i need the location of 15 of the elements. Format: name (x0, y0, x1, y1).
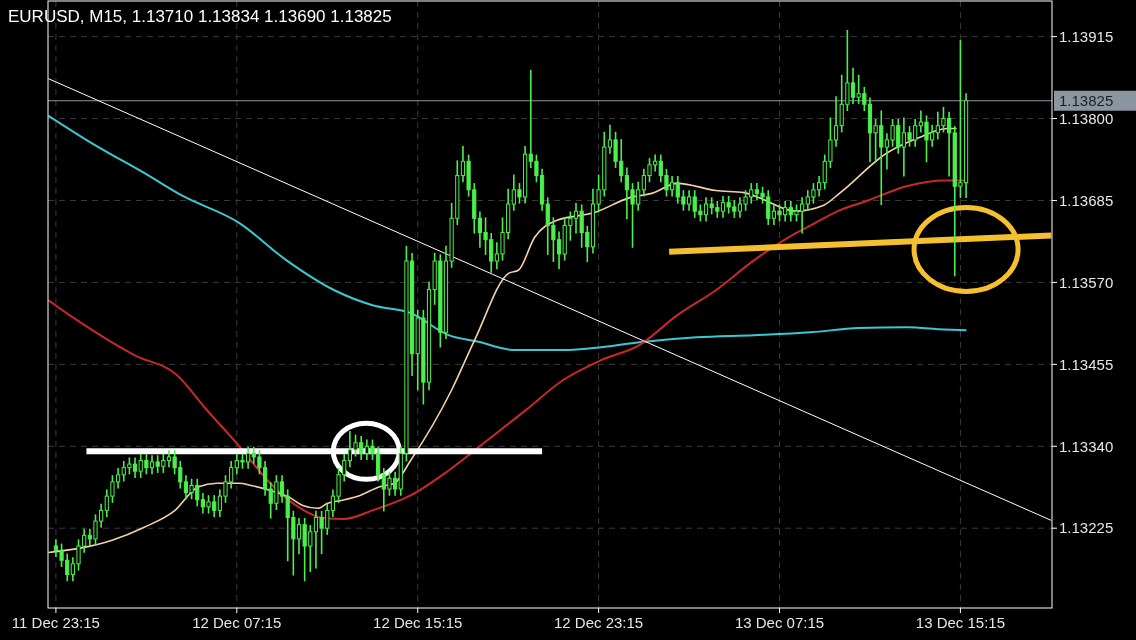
chart-title: EURUSD, M15, 1.13710 1.13834 1.13690 1.13825 (8, 7, 392, 26)
x-tick-label: 12 Dec 07:15 (192, 614, 282, 631)
x-tick-label: 12 Dec 23:15 (554, 614, 644, 631)
x-tick-label: 13 Dec 15:15 (915, 614, 1006, 631)
y-tick-label: 1.13685 (1059, 191, 1114, 209)
x-tick-label: 11 Dec 23:15 (11, 614, 100, 631)
x-tick-label: 12 Dec 15:15 (373, 614, 463, 631)
y-tick-label: 1.13340 (1059, 437, 1114, 455)
y-tick-label: 1.13915 (1059, 27, 1114, 45)
y-tick-label: 1.13570 (1059, 273, 1114, 291)
ref-line-label: 1.13825 (1059, 91, 1114, 109)
x-tick-label: 13 Dec 07:15 (734, 614, 825, 631)
y-tick-label: 1.13225 (1059, 519, 1114, 537)
y-tick-label: 1.13800 (1059, 109, 1114, 127)
y-tick-label: 1.13455 (1059, 355, 1114, 373)
